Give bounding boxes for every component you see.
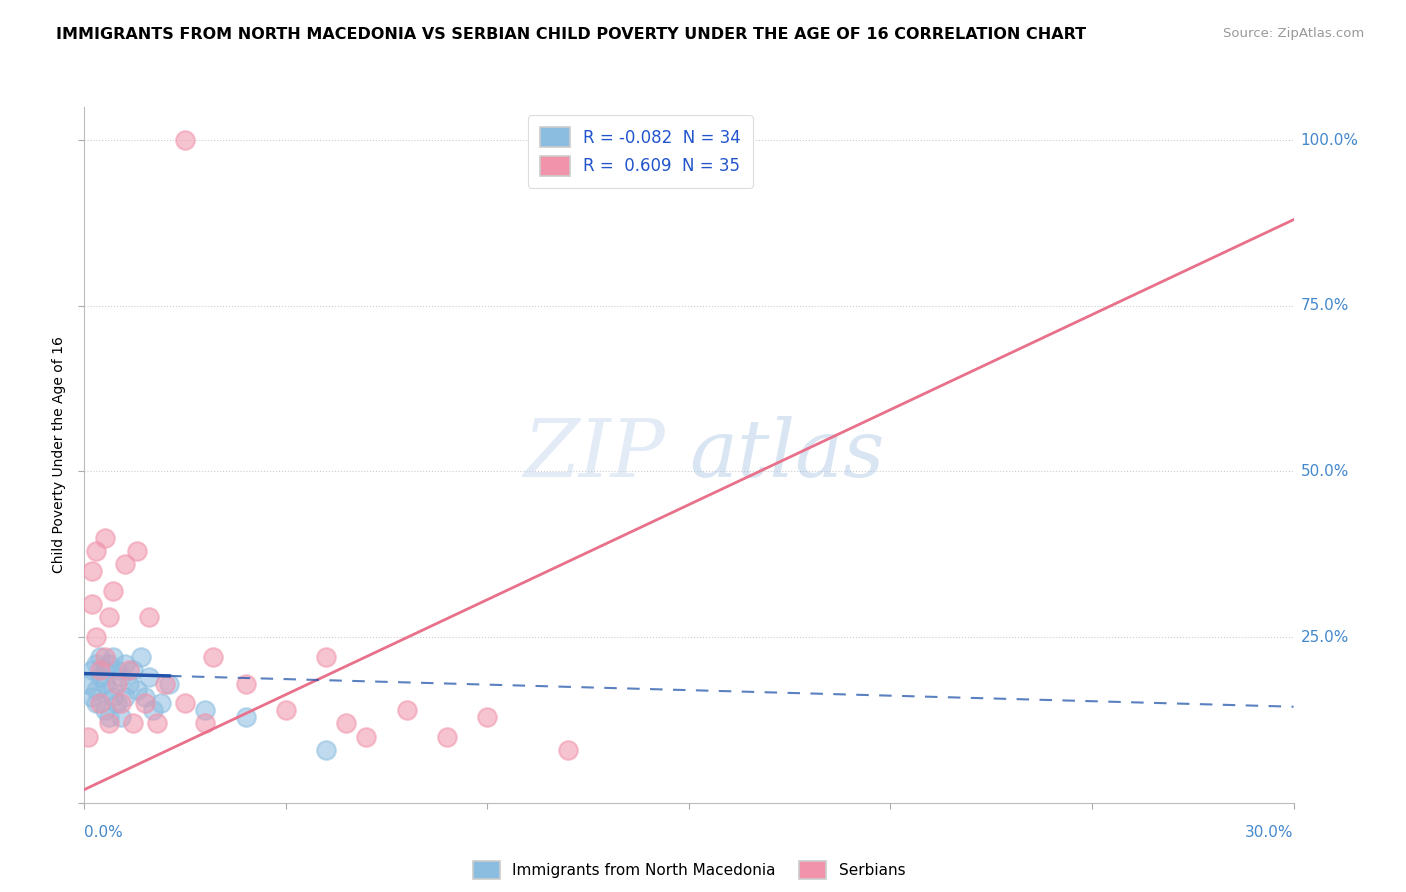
Point — [93, 650, 115, 665]
Point — [194, 716, 217, 731]
Text: Source: ZipAtlas.com: Source: ZipAtlas.com — [1223, 27, 1364, 40]
Point — [235, 676, 257, 690]
Point — [86, 544, 108, 558]
Point — [157, 676, 180, 690]
Point — [97, 683, 120, 698]
Point — [134, 697, 156, 711]
Text: atlas: atlas — [689, 417, 884, 493]
Point — [110, 697, 132, 711]
Point — [93, 531, 115, 545]
Point — [274, 703, 297, 717]
Point — [89, 663, 111, 677]
Point — [89, 697, 111, 711]
Point — [105, 697, 128, 711]
Point — [101, 650, 124, 665]
Point — [82, 564, 104, 578]
Point — [114, 690, 136, 704]
Point — [118, 663, 141, 677]
Point — [86, 657, 108, 671]
Point — [125, 544, 148, 558]
Point — [82, 663, 104, 677]
Y-axis label: Child Poverty Under the Age of 16: Child Poverty Under the Age of 16 — [52, 336, 66, 574]
Point — [86, 697, 108, 711]
Point — [77, 676, 100, 690]
Point — [77, 730, 100, 744]
Point — [110, 670, 132, 684]
Point — [101, 583, 124, 598]
Text: 50.0%: 50.0% — [1301, 464, 1348, 479]
Point — [86, 630, 108, 644]
Point — [114, 657, 136, 671]
Point — [97, 709, 120, 723]
Point — [436, 730, 458, 744]
Point — [105, 676, 128, 690]
Point — [118, 676, 141, 690]
Point — [395, 703, 418, 717]
Point — [101, 690, 124, 704]
Point — [129, 650, 152, 665]
Point — [97, 657, 120, 671]
Point — [97, 716, 120, 731]
Point — [138, 610, 160, 624]
Point — [82, 690, 104, 704]
Text: 75.0%: 75.0% — [1301, 298, 1348, 313]
Point — [146, 716, 169, 731]
Text: 25.0%: 25.0% — [1301, 630, 1348, 645]
Text: 100.0%: 100.0% — [1301, 133, 1358, 148]
Text: IMMIGRANTS FROM NORTH MACEDONIA VS SERBIAN CHILD POVERTY UNDER THE AGE OF 16 COR: IMMIGRANTS FROM NORTH MACEDONIA VS SERBI… — [56, 27, 1087, 42]
Point — [356, 730, 378, 744]
Point — [105, 663, 128, 677]
Legend: Immigrants from North Macedonia, Serbians: Immigrants from North Macedonia, Serbian… — [467, 855, 911, 886]
Point — [121, 663, 143, 677]
Point — [110, 709, 132, 723]
Point — [82, 597, 104, 611]
Point — [477, 709, 499, 723]
Point — [89, 650, 111, 665]
Point — [335, 716, 357, 731]
Point — [142, 703, 165, 717]
Point — [93, 663, 115, 677]
Point — [235, 709, 257, 723]
Point — [114, 558, 136, 572]
Point — [89, 670, 111, 684]
Text: 0.0%: 0.0% — [84, 825, 124, 840]
Point — [134, 690, 156, 704]
Point — [557, 743, 579, 757]
Point — [97, 610, 120, 624]
Point — [138, 670, 160, 684]
Point — [93, 676, 115, 690]
Point — [86, 683, 108, 698]
Point — [121, 716, 143, 731]
Point — [149, 697, 172, 711]
Point — [194, 703, 217, 717]
Point — [93, 703, 115, 717]
Point — [174, 133, 197, 147]
Text: ZIP: ZIP — [523, 417, 665, 493]
Point — [315, 650, 337, 665]
Point — [202, 650, 225, 665]
Point — [153, 676, 176, 690]
Point — [125, 683, 148, 698]
Point — [315, 743, 337, 757]
Text: 30.0%: 30.0% — [1246, 825, 1294, 840]
Point — [174, 697, 197, 711]
